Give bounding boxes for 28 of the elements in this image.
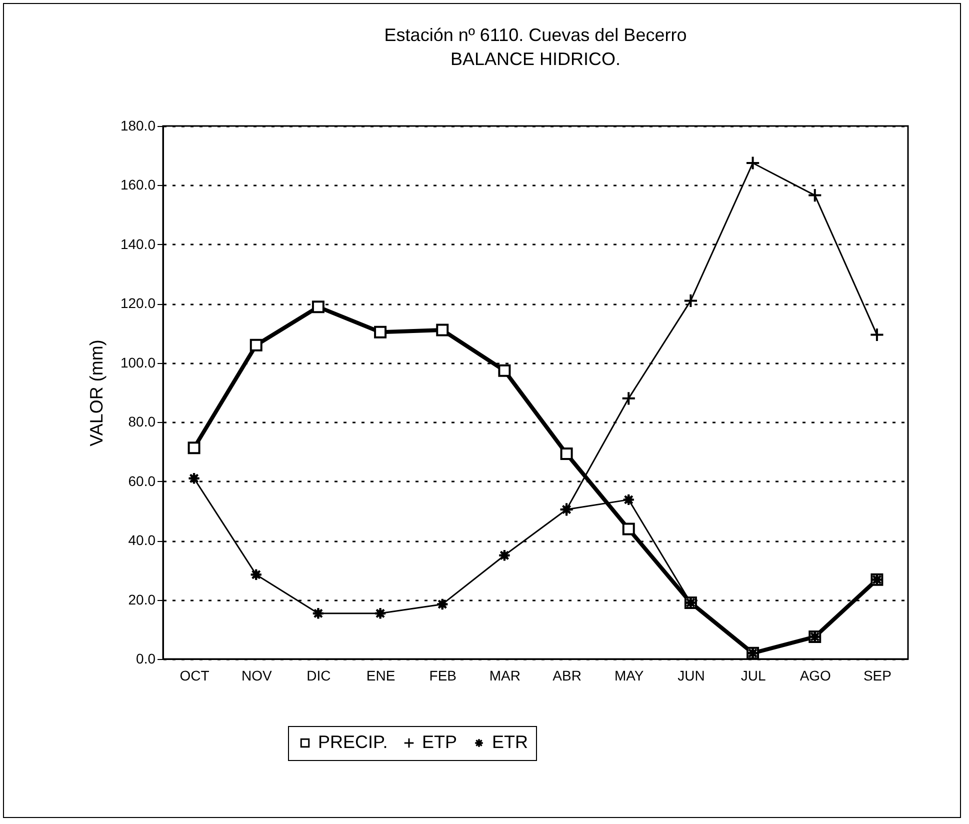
y-tick-label: 60.0 bbox=[128, 472, 156, 489]
text: BALANCE HIDRICO. bbox=[450, 49, 621, 69]
y-axis-title: VALOR (mm) bbox=[86, 340, 106, 446]
legend-label: ETP bbox=[422, 732, 458, 752]
y-tick-label: 0.0 bbox=[136, 650, 156, 666]
y-tick-label: 180.0 bbox=[120, 118, 156, 134]
x-tick-label: NOV bbox=[241, 668, 272, 684]
y-tick-label: 20.0 bbox=[128, 591, 156, 608]
x-tick-label: JUN bbox=[678, 668, 705, 684]
x-tick-label: FEB bbox=[429, 668, 456, 684]
x-tick-label: MAY bbox=[614, 668, 644, 684]
x-tick-label: AGO bbox=[800, 668, 832, 684]
y-tick-label: 140.0 bbox=[120, 236, 156, 252]
x-tick-label: ENE bbox=[366, 668, 396, 684]
text: Estación nº 6110. Cuevas del Becerro bbox=[384, 25, 687, 45]
legend-label: PRECIP. bbox=[318, 732, 388, 752]
x-tick-label: OCT bbox=[180, 668, 210, 684]
x-tick-label: DIC bbox=[306, 668, 331, 684]
y-tick-label: 100.0 bbox=[120, 354, 156, 370]
x-tick-label: MAR bbox=[489, 668, 521, 684]
y-tick-label: 120.0 bbox=[120, 295, 156, 312]
y-tick-label: 80.0 bbox=[128, 414, 156, 430]
y-tick-label: 160.0 bbox=[120, 176, 156, 193]
x-tick-label: ABR bbox=[552, 668, 582, 684]
x-tick-label: SEP bbox=[863, 668, 892, 684]
legend-label: ETR bbox=[492, 732, 528, 752]
x-tick-label: JUL bbox=[740, 668, 766, 684]
y-tick-label: 40.0 bbox=[128, 532, 156, 548]
